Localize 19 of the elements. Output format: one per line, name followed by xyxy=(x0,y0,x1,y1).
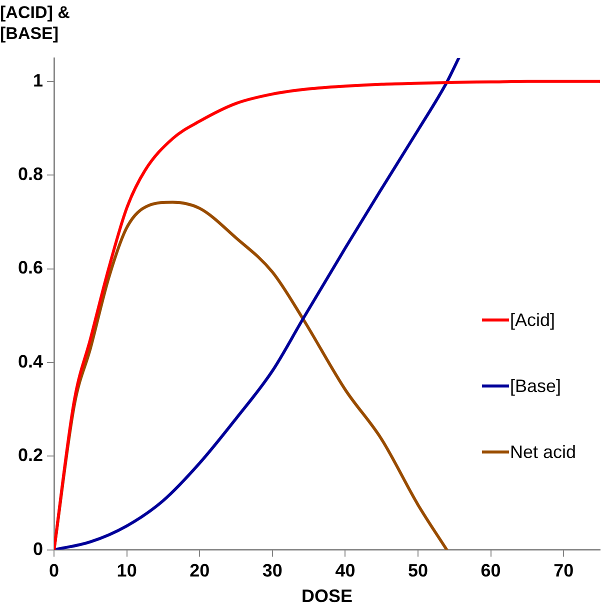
y-tick-label: 0.4 xyxy=(18,351,44,372)
legend-label: [Base] xyxy=(510,376,562,396)
x-tick-label: 40 xyxy=(335,560,356,581)
y-tick-label: 0 xyxy=(33,538,44,559)
y-axis-title: [ACID] & [BASE] xyxy=(0,2,71,44)
x-tick-label: 10 xyxy=(116,560,137,581)
y-tick-label: 1 xyxy=(33,70,44,90)
x-tick-label: 50 xyxy=(408,560,428,581)
y-tick-label: 0.2 xyxy=(18,445,44,466)
y-tick-label: 0.6 xyxy=(18,258,44,278)
legend-label: [Acid] xyxy=(510,310,556,330)
legend-label: Net acid xyxy=(510,442,576,462)
x-axis-title: DOSE xyxy=(302,586,353,606)
x-tick-label: 70 xyxy=(554,560,574,581)
x-tick-label: 60 xyxy=(480,560,501,581)
x-tick-label: 20 xyxy=(190,560,210,581)
x-tick-label: 30 xyxy=(262,560,282,581)
y-tick-label: 0.8 xyxy=(18,164,44,184)
x-tick-label: 0 xyxy=(49,560,60,581)
